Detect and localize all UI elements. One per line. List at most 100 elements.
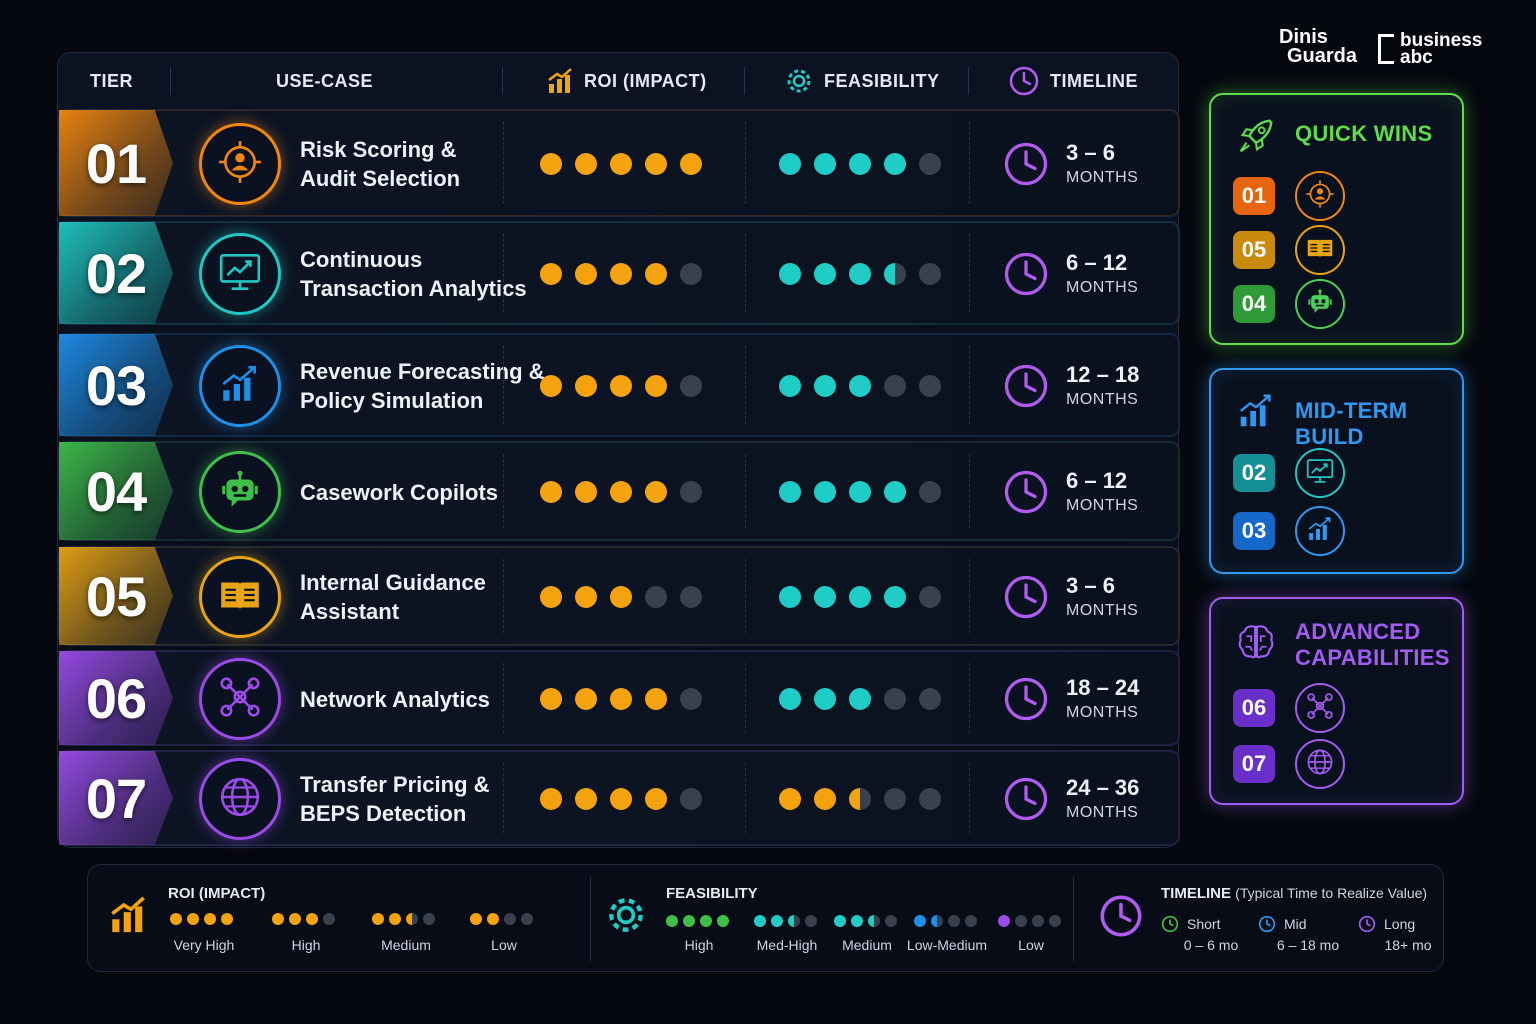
table-header: TIER USE-CASE ROI (IMPACT) FEASIBILITY T… xyxy=(58,53,1178,109)
rating-dot-empty xyxy=(680,263,702,285)
rating-dot-half xyxy=(868,915,880,927)
rating-dot-half xyxy=(406,913,418,925)
rating-dot-empty xyxy=(680,788,702,810)
panel-tier-badge: 04 xyxy=(1233,285,1275,323)
tier-badge: 07 xyxy=(59,751,173,845)
target-person-icon xyxy=(217,139,263,190)
clock-icon xyxy=(1002,775,1050,828)
roi-rating xyxy=(540,788,702,810)
monitor-chart-icon xyxy=(1305,456,1335,491)
timeline-range: 3 – 6 xyxy=(1066,573,1115,598)
rating-dot-empty xyxy=(948,915,960,927)
gear-icon xyxy=(787,69,811,93)
growth-chart-icon xyxy=(1305,514,1335,549)
rating-dot xyxy=(645,788,667,810)
legend-feasibility-dots xyxy=(998,915,1061,927)
robot-icon xyxy=(217,467,263,518)
panel-title: QUICK WINS xyxy=(1295,121,1433,146)
clock-icon xyxy=(1100,895,1142,937)
rating-dot xyxy=(575,788,597,810)
use-case-icon-circle xyxy=(199,233,281,315)
timeline-unit: MONTHS xyxy=(1066,602,1139,619)
legend-timeline-label: Mid xyxy=(1284,916,1307,932)
tier-number: 05 xyxy=(85,564,147,628)
businessabc-logo-mark xyxy=(1378,34,1394,64)
rating-dot-empty xyxy=(680,375,702,397)
feasibility-rating xyxy=(779,688,941,710)
rating-dot xyxy=(540,263,562,285)
rating-dot xyxy=(814,263,836,285)
panel-tier-badge: 02 xyxy=(1233,454,1275,492)
rating-dot xyxy=(204,913,216,925)
rating-dot xyxy=(683,915,695,927)
rating-dot-empty xyxy=(805,915,817,927)
rating-dot xyxy=(814,688,836,710)
panel-icon-circle xyxy=(1295,683,1345,733)
timeline-unit: MONTHS xyxy=(1066,391,1139,408)
growth-chart-icon xyxy=(217,361,263,412)
rating-dot xyxy=(814,586,836,608)
rating-dot xyxy=(610,688,632,710)
table-row: 06 Network Analytics 18 – 24 MONTHS xyxy=(58,650,1180,746)
rocket-icon xyxy=(1235,115,1277,162)
legend-roi-dots xyxy=(272,913,335,925)
rating-dot xyxy=(575,481,597,503)
use-case-name: Risk Scoring & Audit Selection xyxy=(300,137,461,191)
tier-badge: 01 xyxy=(59,110,173,216)
use-case-name: Network Analytics xyxy=(300,686,490,712)
rating-dot xyxy=(849,586,871,608)
rating-dot xyxy=(272,913,284,925)
legend-timeline-range: 0 – 6 mo xyxy=(1183,937,1239,953)
rating-dot xyxy=(487,913,499,925)
dinis-guarda-logo: Dinis Guarda xyxy=(1279,26,1358,67)
timeline-unit: MONTHS xyxy=(1066,704,1139,721)
timeline-unit: MONTHS xyxy=(1066,279,1139,296)
panel-icon-circle xyxy=(1295,225,1345,275)
feasibility-rating xyxy=(779,788,941,810)
monitor-chart-icon xyxy=(217,249,263,300)
panel-icon-circle xyxy=(1295,448,1345,498)
rating-dot xyxy=(779,263,801,285)
rating-dot xyxy=(610,153,632,175)
rating-dot xyxy=(645,263,667,285)
use-case-name: Continuous Transaction Analytics xyxy=(300,247,527,301)
rating-dot-empty xyxy=(323,913,335,925)
use-case-name: Internal Guidance Assistant xyxy=(300,570,486,624)
rating-dot xyxy=(814,375,836,397)
legend-timeline-label: Short xyxy=(1187,916,1221,932)
rating-dot xyxy=(575,263,597,285)
rating-dot xyxy=(851,915,863,927)
rating-dot-empty xyxy=(1032,915,1044,927)
legend-timeline-range: 18+ mo xyxy=(1384,937,1432,953)
globe-icon xyxy=(1305,747,1335,782)
rating-dot xyxy=(540,481,562,503)
legend-feasibility-label: Med-High xyxy=(756,937,818,953)
rating-dot xyxy=(779,375,801,397)
clock-icon xyxy=(1002,573,1050,626)
header-timeline: TIMELINE xyxy=(1008,53,1138,109)
legend-roi-label: High xyxy=(291,937,321,953)
network-icon xyxy=(1305,691,1335,726)
rating-dot xyxy=(221,913,233,925)
roi-chart-icon xyxy=(548,68,572,93)
tier-number: 02 xyxy=(85,241,147,305)
header-tier: TIER xyxy=(90,70,134,91)
rating-dot xyxy=(389,913,401,925)
use-case-icon-circle xyxy=(199,345,281,427)
rating-dot xyxy=(779,153,801,175)
rating-dot xyxy=(575,153,597,175)
panel-title: MID-TERM BUILD xyxy=(1295,398,1408,449)
rating-dot xyxy=(540,688,562,710)
rating-dot-empty xyxy=(919,586,941,608)
rating-dot xyxy=(289,913,301,925)
rating-dot xyxy=(814,153,836,175)
rating-dot-empty xyxy=(919,688,941,710)
rating-dot-empty xyxy=(680,586,702,608)
tier-badge: 06 xyxy=(59,651,173,745)
rating-dot-empty xyxy=(885,915,897,927)
roi-rating xyxy=(540,586,702,608)
roi-rating xyxy=(540,153,702,175)
rating-dot xyxy=(849,375,871,397)
rating-dot xyxy=(610,481,632,503)
use-case-icon-circle xyxy=(199,556,281,638)
